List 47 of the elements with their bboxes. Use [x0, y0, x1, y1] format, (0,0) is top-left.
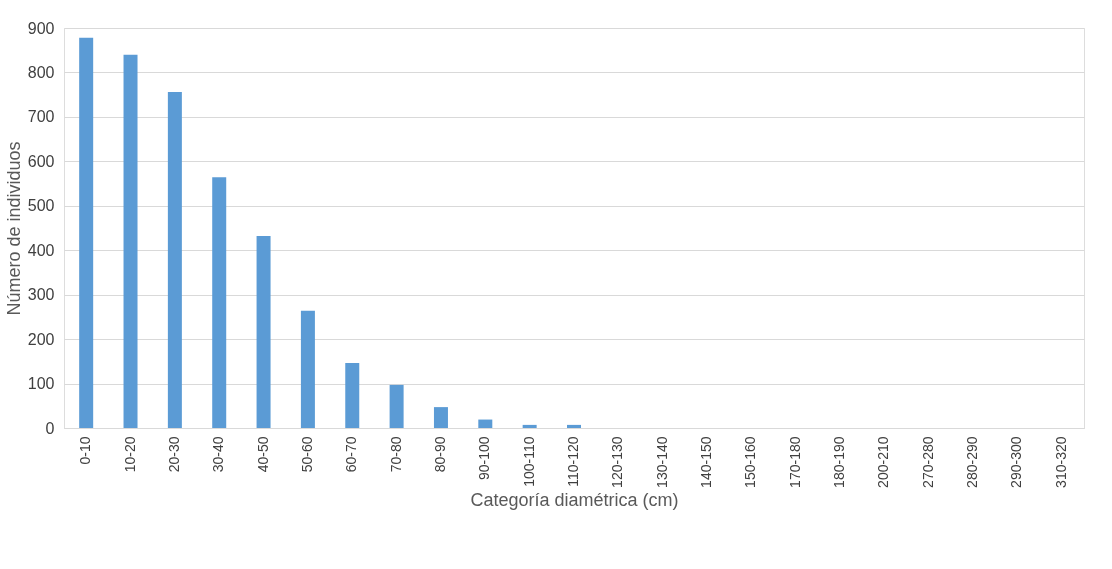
bar — [522, 424, 537, 428]
x-tick-label: 170-180 — [786, 436, 803, 488]
y-tick-label: 100 — [27, 375, 55, 393]
x-tick-label: 10-20 — [121, 436, 138, 473]
x-tick-label: 70-80 — [387, 436, 404, 473]
x-tick-label: 60-70 — [343, 436, 360, 473]
bar — [256, 236, 271, 428]
x-tick-label: 50-60 — [298, 436, 315, 473]
bar — [123, 54, 138, 428]
x-tick-label: 80-90 — [431, 436, 448, 473]
y-tick-label: 200 — [27, 330, 55, 348]
bar — [478, 419, 493, 428]
x-tick-label: 90-100 — [476, 436, 493, 481]
x-tick-label: 130-140 — [653, 436, 670, 488]
y-tick-label: 0 — [45, 419, 55, 437]
y-tick-label: 800 — [27, 63, 55, 81]
bar — [300, 310, 315, 428]
x-tick-label: 310-320 — [1052, 436, 1069, 488]
bar — [167, 92, 182, 428]
x-tick-label: 150-160 — [742, 436, 759, 488]
x-axis-title: Categoría diamétrica (cm) — [470, 489, 679, 510]
x-tick-label: 290-300 — [1008, 436, 1025, 488]
bar — [433, 407, 448, 428]
bar — [389, 384, 404, 428]
bar — [345, 363, 360, 428]
x-tick-label: 270-280 — [919, 436, 936, 488]
y-tick-label: 400 — [27, 241, 55, 259]
y-tick-label: 500 — [27, 197, 55, 215]
y-axis-title: Número de individuos — [3, 141, 24, 316]
x-tick-label: 0-10 — [77, 436, 94, 465]
x-tick-label: 180-190 — [831, 436, 848, 488]
bar — [79, 37, 94, 428]
x-tick-label: 20-30 — [165, 436, 182, 473]
x-tick-label: 120-130 — [609, 436, 626, 488]
y-tick-label: 700 — [27, 108, 55, 126]
bar — [212, 177, 227, 428]
x-tick-label: 30-40 — [210, 436, 227, 473]
x-tick-label: 200-210 — [875, 436, 892, 488]
x-tick-label: 110-120 — [565, 436, 581, 487]
x-tick-label: 40-50 — [254, 436, 271, 473]
bar — [567, 424, 581, 428]
x-tick-label: 100-110 — [520, 436, 537, 487]
x-tick-label: 280-290 — [964, 436, 981, 488]
y-tick-label: 600 — [27, 152, 55, 170]
y-tick-label: 900 — [27, 19, 55, 37]
y-tick-label: 300 — [27, 286, 55, 304]
x-tick-label: 140-150 — [698, 436, 715, 488]
